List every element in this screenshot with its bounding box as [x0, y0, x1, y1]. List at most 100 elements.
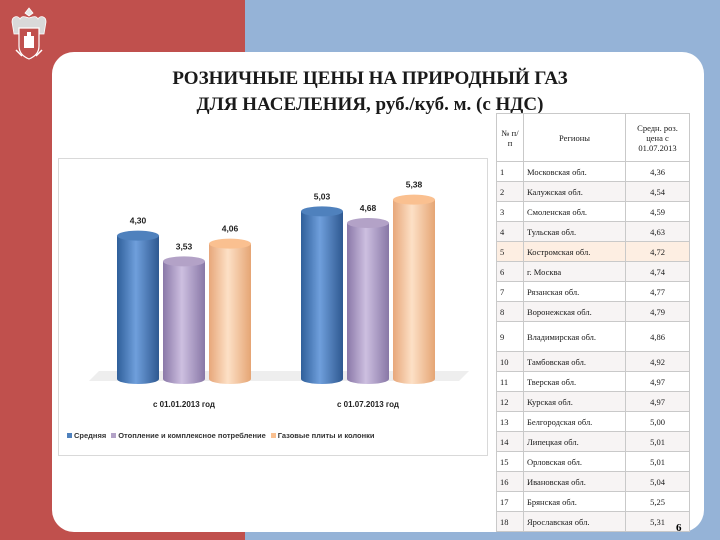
title-line-2: ДЛЯ НАСЕЛЕНИЯ, руб./куб. м. (с НДС) [196, 94, 544, 115]
bar-body [117, 235, 159, 384]
page-number: 6 [676, 522, 682, 534]
row-number: 15 [496, 451, 524, 472]
data-label: 4,68 [360, 203, 377, 213]
table-row: 9 Владимирская обл. 4,86 [496, 321, 690, 352]
row-region: Орловская обл. [523, 451, 626, 472]
bar [393, 194, 435, 384]
row-price: 5,04 [625, 471, 690, 492]
row-number: 17 [496, 491, 524, 512]
row-price: 5,25 [625, 491, 690, 512]
data-label: 5,38 [406, 180, 423, 190]
row-number: 11 [496, 371, 524, 392]
data-label: 4,06 [222, 224, 239, 234]
row-region: г. Москва [523, 261, 626, 282]
legend-label: Отопление и комплексное потребление [118, 431, 266, 440]
table-row: 18 Ярославская обл. 5,31 [496, 511, 690, 532]
legend-swatch [270, 433, 276, 438]
row-region: Брянская обл. [523, 491, 626, 512]
bar [209, 238, 251, 384]
row-price: 4,79 [625, 301, 690, 322]
bar-chart: 4,30 3,53 4,06 5,03 4,68 5,38 с 01.01.2013 го… [58, 158, 488, 456]
row-number: 12 [496, 391, 524, 412]
legend-item: Средняя [67, 431, 106, 440]
table-row: 10 Тамбовская обл. 4,92 [496, 351, 690, 372]
bar-body [301, 211, 343, 384]
table-row: 16 Ивановская обл. 5,04 [496, 471, 690, 492]
row-region: Московская обл. [523, 161, 626, 182]
row-price: 4,54 [625, 181, 690, 202]
table-row: 12 Курская обл. 4,97 [496, 391, 690, 412]
row-region: Калужская обл. [523, 181, 626, 202]
bar-body [209, 243, 251, 384]
row-price: 4,86 [625, 321, 690, 352]
regions-price-table: № п/п Регионы Средн. роз. цена с 01.07.2… [496, 113, 690, 532]
bar-top [163, 256, 205, 267]
row-region: Ивановская обл. [523, 471, 626, 492]
row-number: 9 [496, 321, 524, 352]
legend-label: Газовые плиты и колонки [277, 431, 375, 440]
row-region: Ярославская обл. [523, 511, 626, 532]
data-label: 5,03 [314, 191, 331, 201]
row-price: 4,77 [625, 281, 690, 302]
legend-swatch [67, 433, 72, 438]
header-number: № п/п [496, 113, 524, 162]
row-number: 18 [496, 511, 524, 532]
category-label: с 01.01.2013 год [153, 400, 215, 409]
row-region: Курская обл. [523, 391, 626, 412]
legend-item: Газовые плиты и колонки [270, 431, 375, 440]
bar-top [209, 238, 251, 249]
row-price: 4,59 [625, 201, 690, 222]
chart-legend: Средняя Отопление и комплексное потреблен… [67, 431, 487, 440]
row-number: 6 [496, 261, 524, 282]
row-region: Смоленская обл. [523, 201, 626, 222]
row-price: 5,00 [625, 411, 690, 432]
row-number: 2 [496, 181, 524, 202]
bar-top [301, 206, 343, 217]
row-price: 4,72 [625, 241, 690, 262]
bar-top [393, 194, 435, 205]
bar-body [163, 261, 205, 384]
row-number: 16 [496, 471, 524, 492]
legend-swatch [111, 433, 117, 438]
coat-of-arms-icon [8, 6, 50, 64]
table-row: 4 Тульская обл. 4,63 [496, 221, 690, 242]
table-row: 15 Орловская обл. 5,01 [496, 451, 690, 472]
row-number: 8 [496, 301, 524, 322]
table-row: 5 Костромская обл. 4,72 [496, 241, 690, 262]
bar-body [393, 199, 435, 384]
table-row: 1 Московская обл. 4,36 [496, 161, 690, 182]
row-region: Белгородская обл. [523, 411, 626, 432]
bar [301, 206, 343, 384]
header-price: Средн. роз. цена с 01.07.2013 [625, 113, 690, 162]
chart-canvas: 4,30 3,53 4,06 5,03 4,68 5,38 с 01.01.2013 го… [89, 180, 469, 409]
bar-body [347, 223, 389, 384]
bar-top [347, 218, 389, 228]
table-row: 6 г. Москва 4,74 [496, 261, 690, 282]
row-number: 14 [496, 431, 524, 452]
row-number: 13 [496, 411, 524, 432]
bar-top [117, 230, 159, 241]
bar [347, 218, 389, 384]
data-label: 4,30 [130, 216, 147, 226]
legend-label: Средняя [74, 431, 107, 440]
table-row: 2 Калужская обл. 4,54 [496, 181, 690, 202]
data-label: 3,53 [176, 241, 193, 251]
category-label: с 01.07.2013 год [337, 400, 399, 409]
row-number: 3 [496, 201, 524, 222]
table-row: 3 Смоленская обл. 4,59 [496, 201, 690, 222]
row-region: Воронежская обл. [523, 301, 626, 322]
row-number: 5 [496, 241, 524, 262]
row-number: 4 [496, 221, 524, 242]
bar [117, 230, 159, 384]
row-region: Тамбовская обл. [523, 351, 626, 372]
row-price: 4,92 [625, 351, 690, 372]
table-row: 8 Воронежская обл. 4,79 [496, 301, 690, 322]
row-region: Рязанская обл. [523, 281, 626, 302]
table-row: 17 Брянская обл. 5,25 [496, 491, 690, 512]
row-price: 5,31 [625, 511, 690, 532]
row-price: 4,36 [625, 161, 690, 182]
table-row: 13 Белгородская обл. 5,00 [496, 411, 690, 432]
row-number: 7 [496, 281, 524, 302]
table-row: 7 Рязанская обл. 4,77 [496, 281, 690, 302]
table-row: 11 Тверская обл. 4,97 [496, 371, 690, 392]
